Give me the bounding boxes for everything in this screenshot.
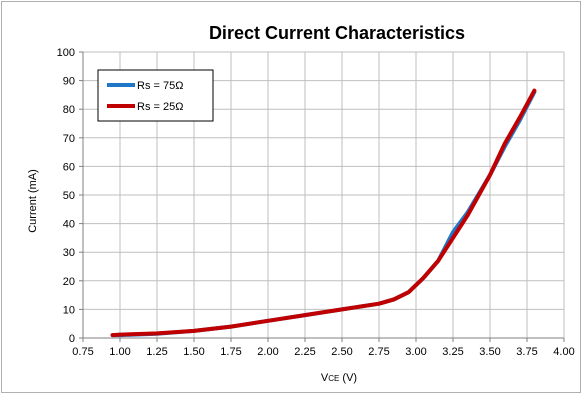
y-tick-label: 40 (63, 219, 75, 231)
x-tick-label: 2.25 (294, 346, 315, 358)
legend-label-2: Rs = 25Ω (137, 101, 183, 113)
x-tick-label: 2.00 (257, 346, 278, 358)
x-tick-label: 1.75 (220, 346, 241, 358)
y-tick-label: 60 (63, 161, 75, 173)
y-tick-label: 90 (63, 76, 75, 88)
x-tick-label: 1.50 (183, 346, 204, 358)
x-tick-label: 4.00 (553, 346, 574, 358)
x-tick-label: 2.50 (331, 346, 352, 358)
legend-box (97, 69, 214, 122)
x-tick-label: 1.25 (146, 346, 167, 358)
chart-title: Direct Current Characteristics (209, 23, 465, 43)
series-line-2 (110, 88, 537, 338)
y-tick-label: 30 (63, 247, 75, 259)
x-tick-label: 3.25 (442, 346, 463, 358)
x-axis-title-main: V (321, 372, 329, 384)
y-tick-label: 100 (57, 47, 75, 59)
y-tick-label: 20 (63, 276, 75, 288)
x-axis-title-sub: CE (328, 374, 339, 383)
x-tick-label: 3.75 (516, 346, 537, 358)
x-tick-label: 3.00 (405, 346, 426, 358)
x-axis-title: VCE (V) (321, 372, 357, 384)
x-tick-label: 0.75 (72, 346, 93, 358)
y-tick-label: 70 (63, 133, 75, 145)
y-axis-title: Current (mA) (27, 169, 39, 233)
x-tick-label: 3.50 (479, 346, 500, 358)
legend: Rs = 75Ω Rs = 25Ω (97, 69, 214, 122)
x-tick-label: 1.00 (109, 346, 130, 358)
x-tick-label: 2.75 (368, 346, 389, 358)
y-tick-label: 80 (63, 104, 75, 116)
y-tick-label: 10 (63, 304, 75, 316)
y-tick-label: 50 (63, 190, 75, 202)
legend-label-1: Rs = 75Ω (137, 80, 183, 92)
x-axis-title-unit: (V) (339, 372, 357, 384)
y-tick-label: 0 (69, 333, 75, 345)
